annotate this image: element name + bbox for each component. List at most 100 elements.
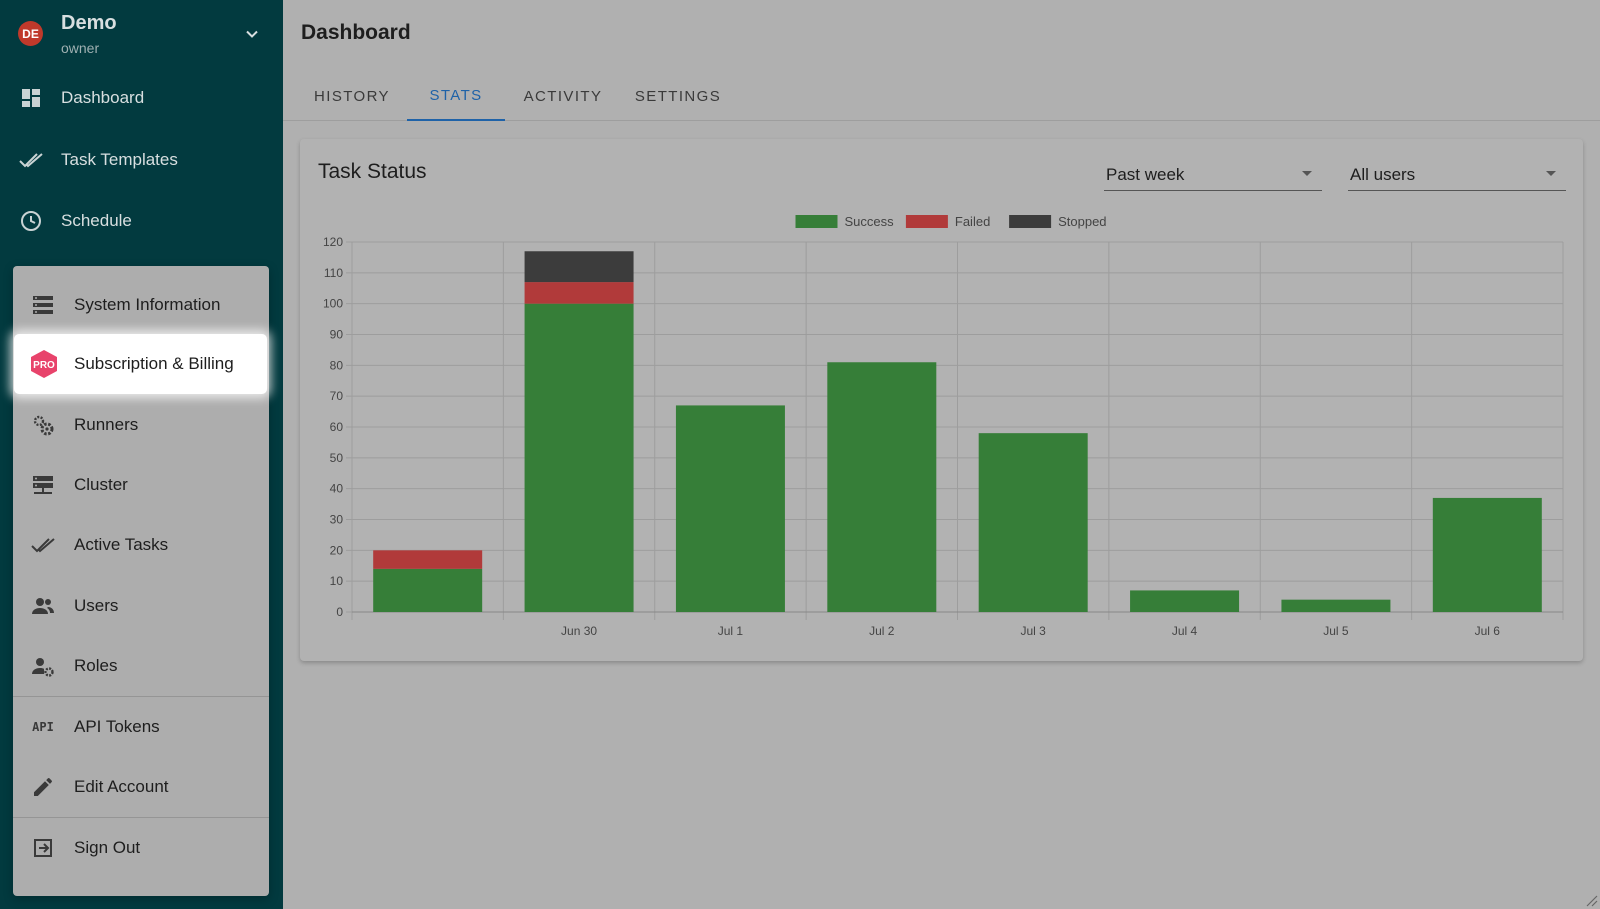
menu-divider <box>13 696 269 697</box>
bar-failed <box>373 550 483 569</box>
pencil-icon <box>34 778 52 796</box>
double-check-icon <box>19 153 43 168</box>
menu-item-label: Active Tasks <box>74 535 169 554</box>
users-icon <box>32 598 54 614</box>
y-tick-label: 100 <box>323 297 343 311</box>
avatar: DE <box>18 21 43 46</box>
sidebar-item-label: Task Templates <box>61 150 178 169</box>
pro-badge-text: PRO <box>33 360 55 371</box>
bar-success <box>827 362 937 612</box>
y-tick-label: 40 <box>330 482 344 496</box>
pro-badge-icon: PRO <box>31 350 57 378</box>
gears-icon <box>33 415 54 436</box>
period-select[interactable]: Past week <box>1104 161 1322 191</box>
x-tick-label: Jul 3 <box>1021 624 1047 638</box>
dashboard-icon <box>22 89 40 107</box>
tab-activity[interactable]: ACTIVITY <box>523 88 603 105</box>
legend-label: Success <box>845 214 895 229</box>
x-tick-label: Jul 6 <box>1475 624 1501 638</box>
project-name: Demo <box>61 12 117 34</box>
bar-stopped <box>524 251 634 283</box>
menu-item-sign-out[interactable]: Sign Out <box>13 818 269 878</box>
task-status-card: Task Status Past week All users 0 10 20 30 4… <box>300 139 1583 661</box>
y-tick-label: 50 <box>330 451 344 465</box>
sign-out-icon <box>34 839 52 857</box>
chevron-down-icon[interactable] <box>242 24 262 44</box>
x-tick-label: Jul 5 <box>1323 624 1349 638</box>
resize-grip-icon <box>1586 895 1598 907</box>
bar-success <box>675 405 785 612</box>
legend-swatch-stopped <box>1009 215 1052 228</box>
menu-item-subscription-billing[interactable]: PRO Subscription & Billing <box>14 334 267 394</box>
menu-item-active-tasks[interactable]: Active Tasks <box>13 515 269 575</box>
sidebar-item-schedule[interactable]: Schedule <box>0 191 283 251</box>
dropdown-arrow-icon <box>1546 171 1556 176</box>
menu-item-label: Edit Account <box>74 777 169 796</box>
menu-item-label: Sign Out <box>74 838 141 857</box>
menu-item-label: Cluster <box>74 475 128 494</box>
cluster-icon <box>33 476 53 494</box>
y-tick-label: 120 <box>323 235 343 249</box>
menu-item-label: Users <box>74 596 119 615</box>
server-list-icon <box>33 296 53 314</box>
bar-success <box>1281 599 1391 612</box>
y-tick-label: 10 <box>330 574 344 588</box>
x-tick-label: Jul 1 <box>718 624 744 638</box>
page-title: Dashboard <box>301 21 411 44</box>
sidebar-item-task-templates[interactable]: Task Templates <box>0 130 283 190</box>
bar-success <box>1432 497 1542 612</box>
legend-swatch-success <box>795 215 838 228</box>
y-tick-label: 80 <box>330 358 344 372</box>
menu-item-api-tokens[interactable]: API API Tokens <box>13 697 269 757</box>
menu-item-cluster[interactable]: Cluster <box>13 455 269 515</box>
menu-item-runners[interactable]: Runners <box>13 395 269 455</box>
account-menu: System Information PRO Subscription & Bi… <box>13 266 269 896</box>
x-tick-label: Jul 4 <box>1172 624 1198 638</box>
x-tick-label: Jun 30 <box>561 624 597 638</box>
user-gear-icon <box>32 658 54 677</box>
menu-item-roles[interactable]: Roles <box>13 636 269 696</box>
menu-item-label: API Tokens <box>74 717 160 736</box>
card-title: Task Status <box>318 160 427 183</box>
menu-item-label: System Information <box>74 295 221 314</box>
bar-success <box>1130 590 1240 612</box>
bar-success <box>978 433 1088 612</box>
sidebar-item-label: Dashboard <box>61 88 145 107</box>
task-status-chart: 0 10 20 30 40 50 60 70 80 90 100 110 120 Jun 30 Jul 1 J… <box>323 214 1564 638</box>
x-tick-label: Jul 2 <box>869 624 895 638</box>
dropdown-arrow-icon <box>1302 171 1312 176</box>
api-icon: API <box>32 720 54 734</box>
legend-label: Failed <box>955 214 990 229</box>
user-select-value: All users <box>1350 165 1416 184</box>
menu-item-label: Roles <box>74 656 118 675</box>
project-switcher[interactable]: DE Demo owner <box>0 0 283 66</box>
sidebar-item-dashboard[interactable]: Dashboard <box>0 68 283 128</box>
y-tick-label: 70 <box>330 389 344 403</box>
menu-item-label: Runners <box>74 415 139 434</box>
period-select-value: Past week <box>1106 165 1185 184</box>
double-check-icon <box>31 538 55 553</box>
y-tick-label: 110 <box>324 266 343 280</box>
menu-item-system-information[interactable]: System Information <box>13 275 269 335</box>
tab-stats[interactable]: STATS <box>407 72 505 121</box>
y-tick-label: 20 <box>330 543 344 557</box>
sidebar-item-label: Schedule <box>61 211 132 230</box>
tab-history[interactable]: HISTORY <box>314 88 390 105</box>
menu-divider <box>13 817 269 818</box>
bar-success <box>373 568 483 612</box>
bar-failed <box>524 282 634 304</box>
legend-swatch-failed <box>905 215 948 228</box>
menu-item-edit-account[interactable]: Edit Account <box>13 757 269 817</box>
y-tick-label: 60 <box>330 420 344 434</box>
bar-success <box>524 303 634 612</box>
y-tick-label: 30 <box>330 513 344 527</box>
y-tick-label: 90 <box>330 328 344 342</box>
menu-item-label: Subscription & Billing <box>74 354 234 373</box>
tab-settings[interactable]: SETTINGS <box>634 88 722 105</box>
y-tick-label: 0 <box>336 605 343 619</box>
menu-item-users[interactable]: Users <box>13 576 269 636</box>
tab-bar: HISTORY STATS ACTIVITY SETTINGS <box>283 72 1600 121</box>
clock-icon <box>21 211 41 231</box>
user-select[interactable]: All users <box>1348 161 1566 191</box>
legend-label: Stopped <box>1058 214 1106 229</box>
